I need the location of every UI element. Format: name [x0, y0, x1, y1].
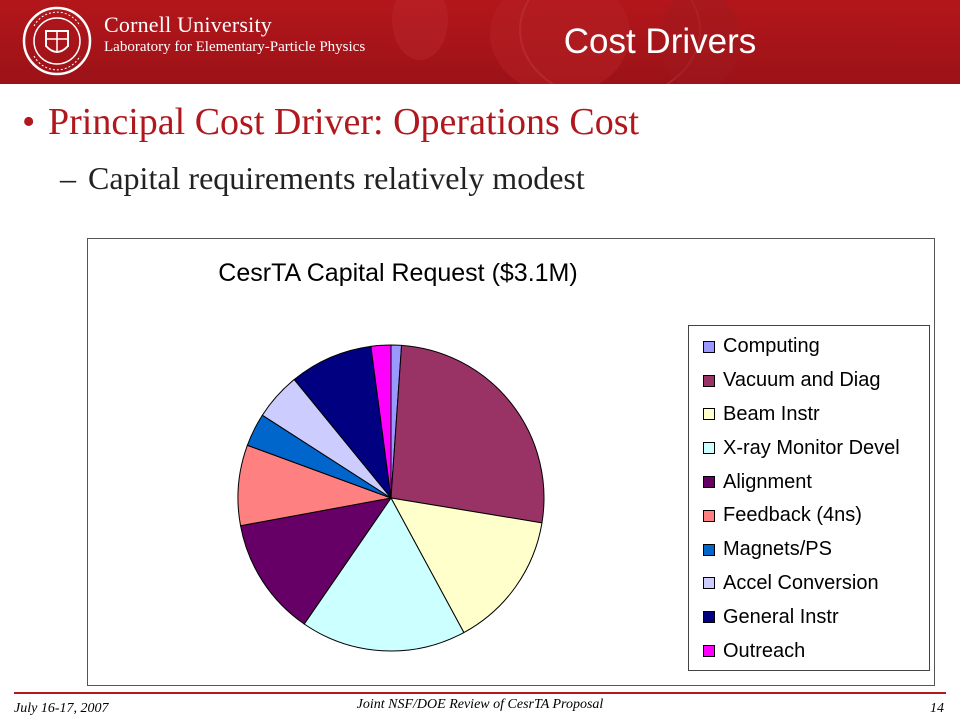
legend-swatch: [703, 543, 715, 556]
legend-label: Magnets/PS: [723, 538, 832, 561]
legend-item: Magnets/PS: [703, 533, 929, 567]
footer-date: July 16-17, 2007: [14, 701, 109, 716]
legend-swatch: [703, 374, 715, 387]
chart-legend: Computing Vacuum and Diag Beam Instr X-ray …: [688, 325, 930, 671]
pie-chart-frame: CesrTA Capital Request ($3.1M) Computing…: [87, 238, 935, 686]
pie-slice-vacuum-and-diag: [390, 344, 545, 524]
legend-label: Outreach: [723, 639, 806, 662]
footer-divider: [14, 692, 946, 694]
legend-swatch: [703, 340, 715, 353]
bullet-dot-icon: •: [22, 101, 36, 143]
bullet-primary-text: Principal Cost Driver: Operations Cost: [48, 101, 640, 143]
legend-item: Alignment: [703, 465, 929, 499]
bullet-secondary: – Capital requirements relatively modest: [60, 160, 585, 197]
legend-item: Accel Conversion: [703, 567, 929, 601]
legend-swatch: [703, 476, 715, 489]
slide-title: Cost Drivers: [563, 22, 757, 61]
cornell-seal-icon: [22, 6, 92, 76]
banner-texture: [392, 0, 740, 84]
legend-swatch: [703, 442, 715, 455]
pie-slice-beam-instr: [390, 497, 543, 634]
bullet-dash-icon: –: [60, 160, 76, 196]
legend-label: Accel Conversion: [723, 571, 879, 594]
legend-item: Computing: [703, 330, 929, 364]
page-number: 14: [930, 701, 944, 716]
university-name: Cornell University: [104, 12, 272, 37]
pie-slice-general-instr: [293, 345, 392, 500]
pie-slice-x-ray-monitor-devel: [303, 497, 465, 652]
legend-item: General Instr: [703, 600, 929, 634]
legend-swatch: [703, 611, 715, 624]
pie-slice-alignment: [239, 497, 393, 625]
legend-swatch: [703, 408, 715, 421]
legend-item: X-ray Monitor Devel: [703, 431, 929, 465]
legend-label: X-ray Monitor Devel: [723, 436, 900, 459]
legend-swatch: [703, 645, 715, 658]
header-banner: Cornell University Laboratory for Elemen…: [0, 0, 960, 84]
legend-label: Alignment: [723, 470, 812, 493]
pie-chart: [237, 344, 545, 652]
laboratory-name: Laboratory for Elementary-Particle Physi…: [104, 39, 366, 55]
legend-swatch: [703, 509, 715, 522]
bullet-secondary-text: Capital requirements relatively modest: [88, 160, 585, 196]
chart-title: CesrTA Capital Request ($3.1M): [218, 259, 578, 287]
bullet-primary: • Principal Cost Driver: Operations Cost: [22, 100, 639, 144]
legend-label: Feedback (4ns): [723, 504, 862, 527]
legend-item: Beam Instr: [703, 398, 929, 432]
legend-swatch: [703, 577, 715, 590]
legend-label: Computing: [723, 335, 820, 358]
pie-slice-outreach: [370, 344, 392, 499]
legend-item: Feedback (4ns): [703, 499, 929, 533]
footer-event: Joint NSF/DOE Review of CesrTA Proposal: [356, 697, 604, 712]
legend-label: Vacuum and Diag: [723, 369, 881, 392]
legend-item: Vacuum and Diag: [703, 364, 929, 398]
legend-item: Outreach: [703, 634, 929, 668]
legend-label: Beam Instr: [723, 402, 820, 425]
legend-label: General Instr: [723, 605, 839, 628]
